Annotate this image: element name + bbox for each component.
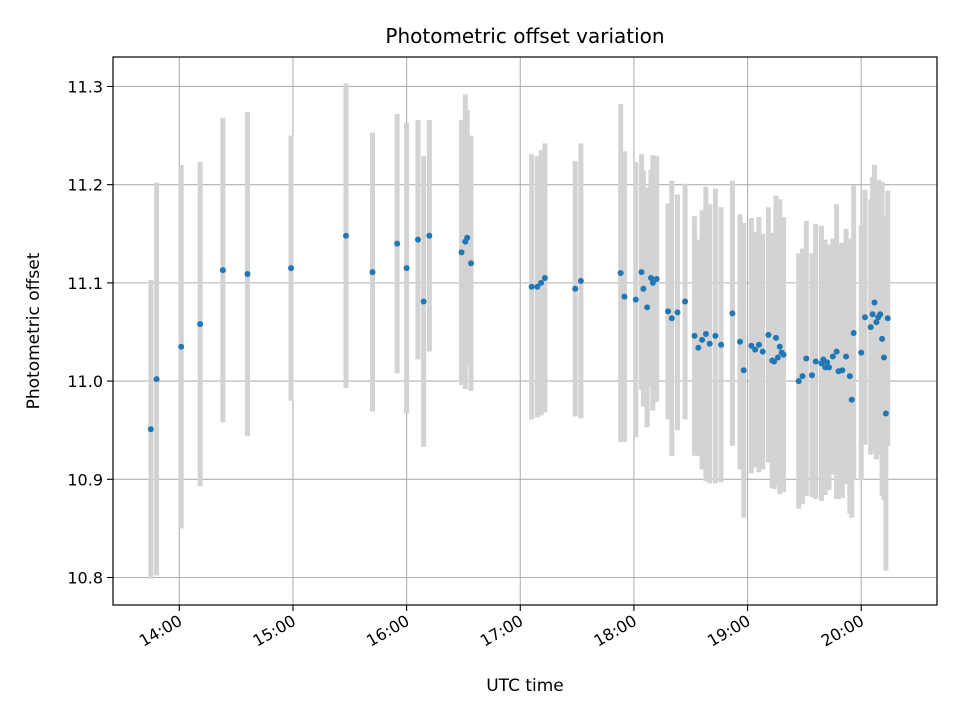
data-point: [342, 232, 349, 239]
data-point: [755, 341, 762, 348]
data-point: [653, 275, 660, 282]
data-point: [420, 298, 427, 305]
chart-title: Photometric offset variation: [385, 24, 664, 48]
y-tick-label: 11.2: [67, 176, 103, 195]
y-tick-label: 11.0: [67, 372, 103, 391]
data-point: [867, 324, 874, 331]
data-point: [871, 299, 878, 306]
data-point: [846, 373, 853, 380]
data-point: [699, 336, 706, 343]
data-point: [647, 274, 654, 281]
data-point: [538, 279, 545, 286]
data-point: [534, 283, 541, 290]
data-point: [884, 315, 891, 322]
data-point: [369, 269, 376, 276]
data-point: [833, 348, 840, 355]
data-point: [826, 364, 833, 371]
data-point: [882, 410, 889, 417]
data-points: [147, 232, 891, 433]
data-point: [178, 343, 185, 350]
data-point: [736, 338, 743, 345]
data-point: [682, 298, 689, 305]
data-point: [772, 334, 779, 341]
data-point: [288, 265, 295, 272]
data-point: [528, 283, 535, 290]
y-tick-label: 10.8: [67, 569, 103, 588]
data-point: [712, 332, 719, 339]
data-point: [752, 346, 759, 353]
data-point: [729, 310, 736, 317]
data-point: [771, 358, 778, 365]
data-point: [617, 270, 624, 277]
data-point: [541, 274, 548, 281]
data-point: [572, 285, 579, 292]
data-point: [765, 331, 772, 338]
data-point: [880, 354, 887, 361]
y-axis-ticks: 10.8 10.9 11.0 11.1 11.2 11.3: [67, 77, 113, 588]
data-point: [147, 426, 154, 433]
data-point: [464, 234, 471, 241]
y-axis-title: Photometric offset: [24, 252, 44, 409]
data-point: [858, 349, 865, 356]
data-point: [468, 260, 475, 267]
data-point: [829, 353, 836, 360]
data-point: [843, 353, 850, 360]
data-point: [848, 396, 855, 403]
data-point: [780, 351, 787, 358]
data-point: [869, 311, 876, 318]
data-point: [668, 315, 675, 322]
data-point: [649, 279, 656, 286]
data-point: [812, 358, 819, 365]
data-point: [621, 293, 628, 300]
data-point: [839, 367, 846, 374]
data-point: [244, 271, 251, 278]
data-point: [691, 332, 698, 339]
data-point: [862, 314, 869, 321]
data-point: [824, 359, 831, 366]
data-point: [873, 319, 880, 326]
x-axis-title: UTC time: [486, 676, 564, 696]
data-point: [774, 354, 781, 361]
data-point: [458, 249, 465, 256]
data-point: [153, 376, 160, 383]
data-point: [877, 311, 884, 318]
data-point: [414, 236, 421, 243]
data-point: [197, 321, 204, 328]
data-point: [426, 232, 433, 239]
y-tick-label: 11.3: [67, 77, 103, 96]
data-point: [702, 330, 709, 337]
y-tick-label: 11.1: [67, 274, 103, 293]
data-point: [799, 373, 806, 380]
plot-frame: [112, 56, 938, 606]
data-point: [577, 277, 584, 284]
data-point: [740, 367, 747, 374]
data-point: [638, 269, 645, 276]
data-point: [808, 372, 815, 379]
data-point: [640, 285, 647, 292]
data-point: [665, 308, 672, 315]
data-point: [644, 304, 651, 311]
data-point: [795, 378, 802, 385]
data-point: [803, 355, 810, 362]
data-point: [776, 343, 783, 350]
data-point: [219, 267, 226, 274]
data-point: [879, 335, 886, 342]
data-point: [695, 344, 702, 351]
data-point: [718, 341, 725, 348]
data-point: [706, 340, 713, 347]
data-point: [394, 240, 401, 247]
data-point: [850, 329, 857, 336]
data-point: [748, 342, 755, 349]
data-point: [632, 296, 639, 303]
y-tick-label: 10.9: [67, 470, 103, 489]
data-point: [403, 265, 410, 272]
data-point: [759, 348, 766, 355]
data-point: [674, 309, 681, 316]
